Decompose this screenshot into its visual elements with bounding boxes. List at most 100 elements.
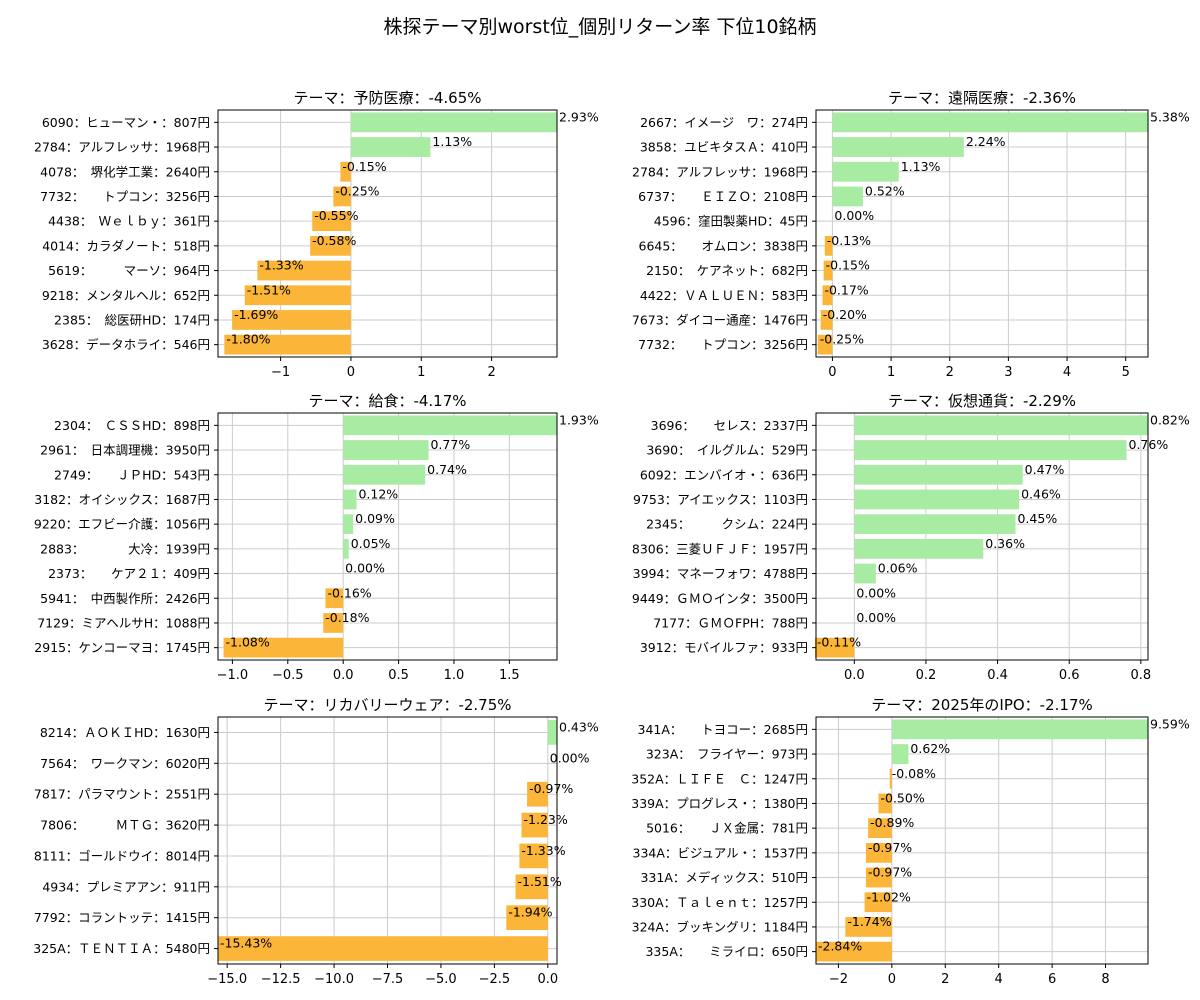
data-label: -15.43% bbox=[220, 936, 272, 951]
bar bbox=[343, 415, 557, 436]
data-label: -1.33% bbox=[259, 258, 303, 273]
x-tick-label: 1 bbox=[417, 365, 425, 380]
category-label: 2961： 日本調理機：3950円 bbox=[40, 443, 210, 458]
x-tick-label: 2 bbox=[487, 365, 495, 380]
data-label: -1.80% bbox=[226, 332, 270, 347]
category-label: 4934：プレミアアン：911円 bbox=[42, 879, 210, 894]
data-label: -1.08% bbox=[226, 635, 270, 650]
category-label: 325A：ＴＥＮＴＩＡ：5480円 bbox=[33, 941, 210, 956]
bar bbox=[218, 936, 548, 961]
data-label: 0.00% bbox=[856, 585, 896, 600]
category-label: 341A： トヨコー：2685円 bbox=[638, 722, 808, 737]
category-label: 7732： トプコン：3256円 bbox=[40, 189, 210, 204]
x-tick-label: 4 bbox=[995, 972, 1003, 987]
category-label: 6645： オムロン：3838円 bbox=[639, 238, 809, 253]
chart-title: テーマ：給食：-4.17% bbox=[308, 392, 466, 410]
data-label: -0.97% bbox=[868, 840, 912, 855]
data-label: -0.97% bbox=[529, 781, 573, 796]
plot-frame bbox=[217, 412, 558, 661]
category-label: 7673：ダイコー通産：1476円 bbox=[632, 312, 808, 327]
data-label: -0.50% bbox=[881, 790, 925, 805]
data-label: 0.46% bbox=[1021, 486, 1061, 501]
bar bbox=[333, 186, 351, 207]
x-tick-label: 2 bbox=[941, 972, 949, 987]
data-label: -0.13% bbox=[827, 233, 871, 248]
bar bbox=[343, 538, 349, 559]
category-label: 4078： 堺化学工業：2640円 bbox=[40, 164, 210, 179]
x-tick-label: −2 bbox=[829, 972, 848, 987]
data-label: 0.45% bbox=[1017, 511, 1057, 526]
x-tick-label: −15.0 bbox=[207, 972, 247, 987]
category-label: 8306：三菱ＵＦＪＦ：1957円 bbox=[632, 541, 808, 556]
data-label: 2.93% bbox=[559, 109, 599, 124]
data-label: 1.93% bbox=[559, 412, 599, 427]
chart-panel: 341A： トヨコー：2685円 9.59% 323A： フライヤー：973円 0.6… bbox=[631, 696, 1190, 987]
chart-title: テーマ：遠隔医療：-2.36% bbox=[888, 89, 1076, 107]
category-label: 352A：ＬＩＦＥ Ｃ：1247円 bbox=[631, 771, 808, 786]
category-label: 3912：モバイルファ：933円 bbox=[640, 640, 808, 655]
bar bbox=[244, 285, 351, 306]
bar bbox=[325, 588, 344, 609]
data-label: 0.82% bbox=[1150, 412, 1190, 427]
data-label: 9.59% bbox=[1150, 716, 1190, 731]
category-label: 2385： 総医研HD：174円 bbox=[54, 312, 210, 327]
category-label: 6737： ＥＩＺＯ：2108円 bbox=[638, 189, 808, 204]
bar bbox=[823, 260, 833, 281]
category-label: 2784：アルフレッサ：1968円 bbox=[34, 140, 210, 155]
category-label: 324A：ブッキングリ：1184円 bbox=[632, 919, 808, 934]
category-label: 4596：窪田製薬HD：45円 bbox=[654, 214, 808, 229]
data-label: 1.13% bbox=[901, 159, 941, 174]
bar bbox=[224, 334, 351, 355]
bar bbox=[878, 793, 892, 814]
x-tick-label: 6 bbox=[1048, 972, 1056, 987]
category-label: 4014：カラダノート：518円 bbox=[42, 238, 210, 253]
category-label: 5619： マーソ：964円 bbox=[48, 263, 210, 278]
data-label: -1.94% bbox=[508, 905, 552, 920]
bar bbox=[891, 744, 909, 764]
x-tick-label: −1 bbox=[271, 365, 290, 380]
bar bbox=[854, 440, 1127, 460]
category-label: 6092：エンバイオ・：636円 bbox=[640, 467, 808, 482]
category-label: 7806： ＭＴＧ：3620円 bbox=[40, 818, 210, 833]
category-label: 9218：メンタルヘル：652円 bbox=[42, 288, 210, 303]
chart-title: テーマ：予防医療：-4.65% bbox=[293, 89, 481, 107]
bar bbox=[506, 905, 548, 931]
data-label: -0.18% bbox=[325, 610, 369, 625]
figure-title: 株探テーマ別worst位_個別リターン率 下位10銘柄 bbox=[383, 16, 817, 38]
x-tick-label: 1.5 bbox=[499, 668, 520, 683]
category-label: 334A：ビジュアル・：1537円 bbox=[633, 845, 808, 860]
bar bbox=[343, 514, 354, 535]
bar bbox=[232, 310, 351, 330]
bar bbox=[257, 260, 351, 281]
x-tick-label: −1.0 bbox=[217, 668, 249, 683]
category-label: 7564： ワークマン：6020円 bbox=[40, 756, 210, 771]
x-tick-label: −12.5 bbox=[261, 972, 301, 987]
category-label: 3696： セレス：2337円 bbox=[651, 418, 808, 433]
category-label: 8214：ＡＯＫＩHD：1630円 bbox=[40, 725, 210, 740]
bar bbox=[223, 637, 344, 658]
bar bbox=[817, 334, 833, 355]
bar bbox=[340, 161, 351, 182]
category-label: 2150： ケアネット：682円 bbox=[646, 263, 808, 278]
data-label: -0.97% bbox=[868, 865, 912, 880]
bar bbox=[343, 464, 426, 485]
data-label: 0.00% bbox=[550, 750, 590, 765]
category-label: 5016： ＪＸ金属：781円 bbox=[646, 821, 808, 836]
category-label: 331A：メディックス：510円 bbox=[640, 870, 808, 885]
x-tick-label: 0 bbox=[828, 365, 836, 380]
category-label: 339A：プログレス・：1380円 bbox=[631, 796, 808, 811]
category-label: 7792：コラントッテ：1415円 bbox=[34, 910, 210, 925]
bar bbox=[350, 137, 431, 157]
category-label: 4422：ＶＡＬＵＥＮ：583円 bbox=[640, 288, 808, 303]
category-label: 3858：ユビキタスＡ：410円 bbox=[640, 140, 808, 155]
data-label: 0.00% bbox=[345, 561, 385, 576]
x-tick-label: 1.0 bbox=[444, 668, 465, 683]
bar bbox=[822, 285, 833, 306]
data-label: 0.36% bbox=[985, 536, 1025, 551]
x-tick-label: 1 bbox=[887, 365, 895, 380]
data-label: -0.25% bbox=[335, 183, 379, 198]
chart-panel: 3696： セレス：2337円 0.82%3690： イルグルム：529円 0.76… bbox=[632, 392, 1190, 683]
bar bbox=[343, 440, 429, 460]
data-label: 0.47% bbox=[1025, 462, 1065, 477]
